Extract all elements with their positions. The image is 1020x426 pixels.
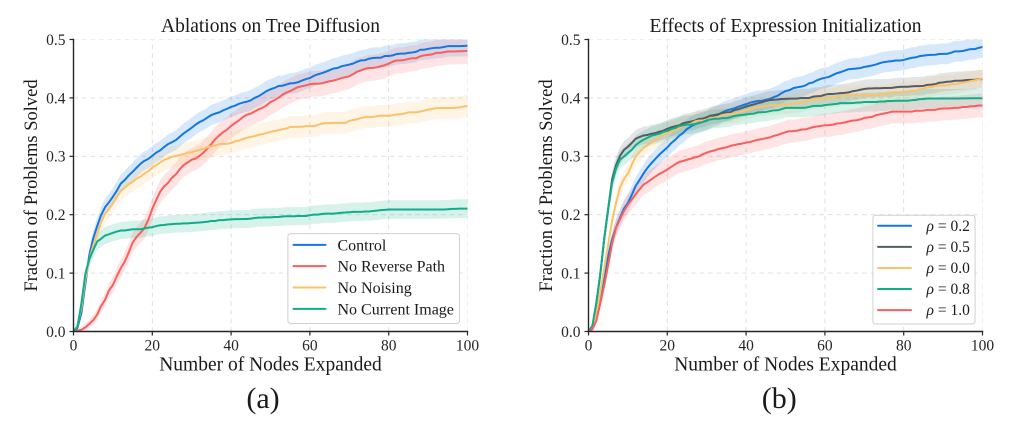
svg-text:0.2: 0.2 [561, 207, 580, 224]
svg-text:100: 100 [456, 337, 480, 354]
svg-text:100: 100 [971, 337, 995, 354]
svg-text:ρ =: ρ = 0 . 5 [926, 239, 971, 256]
svg-text:Number of Nodes Expanded: Number of Nodes Expanded [674, 354, 897, 375]
svg-text:No Noising: No Noising [337, 280, 411, 297]
svg-text:0.1: 0.1 [46, 265, 65, 282]
svg-text:Effects of Expression Initiali: Effects of Expression Initialization [649, 16, 921, 37]
svg-text:0.4: 0.4 [46, 90, 66, 107]
svg-text:0.0: 0.0 [561, 324, 581, 341]
svg-text:ρ =: ρ = 0 . 8 [926, 281, 971, 298]
svg-text:Ablations on Tree Diffusion: Ablations on Tree Diffusion [161, 16, 380, 37]
svg-text:0: 0 [70, 337, 78, 354]
svg-text:0.2: 0.2 [46, 207, 65, 224]
svg-text:Fraction of Problems Solved: Fraction of Problems Solved [22, 79, 42, 292]
svg-text:80: 80 [381, 337, 397, 354]
svg-text:20: 20 [145, 337, 161, 354]
svg-text:No Reverse Path: No Reverse Path [337, 259, 445, 276]
svg-text:ρ =: ρ = 0 . 0 [926, 260, 971, 277]
svg-text:0.5: 0.5 [561, 32, 581, 49]
svg-text:Number of Nodes Expanded: Number of Nodes Expanded [159, 354, 382, 375]
svg-text:0.0: 0.0 [46, 324, 66, 341]
svg-text:0.1: 0.1 [561, 265, 580, 282]
svg-text:(b): (b) [762, 382, 797, 415]
svg-text:Control: Control [337, 237, 386, 254]
svg-text:40: 40 [738, 337, 754, 354]
svg-text:ρ =: ρ = 0 . 2 [926, 218, 970, 235]
svg-text:0.3: 0.3 [46, 149, 66, 166]
svg-text:80: 80 [896, 337, 912, 354]
svg-text:0.4: 0.4 [561, 90, 581, 107]
svg-text:40: 40 [223, 337, 239, 354]
svg-text:60: 60 [817, 337, 833, 354]
svg-text:(a): (a) [246, 382, 279, 415]
svg-text:Fraction of Problems Solved: Fraction of Problems Solved [537, 79, 557, 292]
svg-text:ρ =: ρ = 1 . 0 [926, 302, 971, 319]
svg-text:0.3: 0.3 [561, 149, 581, 166]
svg-text:0: 0 [585, 337, 593, 354]
svg-text:0.5: 0.5 [46, 32, 66, 49]
svg-text:60: 60 [302, 337, 318, 354]
svg-text:No Current Image: No Current Image [337, 301, 453, 318]
svg-text:20: 20 [660, 337, 676, 354]
